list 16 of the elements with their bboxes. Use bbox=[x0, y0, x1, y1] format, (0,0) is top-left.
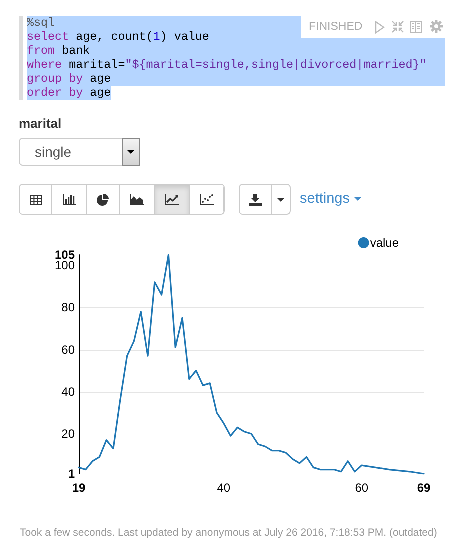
x-tick-label: 60 bbox=[355, 481, 369, 495]
y-tick-label: 40 bbox=[62, 384, 76, 399]
text: marital bbox=[19, 116, 62, 132]
line-series bbox=[78, 254, 425, 475]
x-tick-label: 19 bbox=[72, 481, 86, 495]
y-tick-label: 1 bbox=[68, 467, 76, 481]
x-tick-label: 69 bbox=[417, 481, 431, 495]
x-tick-label: 40 bbox=[217, 481, 231, 495]
text: FINISHED bbox=[309, 20, 363, 34]
dropdown-field: single bbox=[19, 138, 140, 166]
y-tick-label: 20 bbox=[62, 426, 76, 441]
y-tick-label: 80 bbox=[62, 300, 76, 315]
y-tick-label: 60 bbox=[62, 342, 76, 357]
text: Took a few seconds. Last updated by anonymous at July 26 2016, 7:18:53 PM. (outdated) bbox=[20, 526, 438, 540]
text: settings bbox=[300, 190, 350, 208]
legend-label: value bbox=[370, 236, 400, 250]
